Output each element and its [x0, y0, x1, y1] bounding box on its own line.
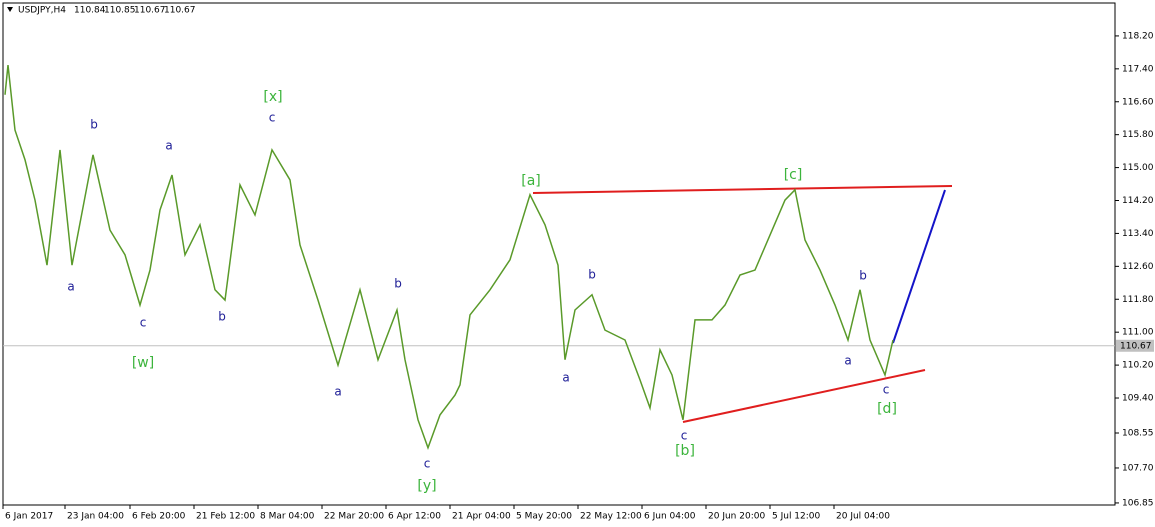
close: 110.67 — [164, 6, 196, 16]
open: 110.84 — [74, 6, 106, 16]
x-tick-label: 23 Jan 04:00 — [67, 512, 124, 522]
wave-label: c — [269, 111, 276, 125]
price-label-box — [1116, 339, 1154, 352]
y-tick-label: 112.60 — [1122, 262, 1154, 272]
low: 110.67 — [134, 6, 166, 16]
y-tick-label: 111.80 — [1122, 295, 1154, 305]
wave-label: b — [859, 269, 867, 283]
plot-frame — [2, 2, 1116, 506]
y-tick-label: 115.80 — [1122, 130, 1154, 140]
wave-label: c — [681, 429, 688, 443]
x-tick-label: 6 Jan 2017 — [5, 512, 53, 522]
wave-label: a — [67, 280, 74, 294]
wave-label: [c] — [784, 167, 803, 183]
high: 110.85 — [104, 6, 136, 16]
y-tick-label: 118.20 — [1122, 31, 1154, 41]
wave-label: b — [90, 118, 98, 132]
wave-label: b — [218, 310, 226, 324]
wave-label: b — [394, 277, 402, 291]
y-tick-label: 116.60 — [1122, 97, 1154, 107]
x-tick-label: 21 Feb 12:00 — [196, 512, 255, 522]
y-tick-label: 114.20 — [1122, 196, 1154, 206]
x-tick-label: 6 Jun 04:00 — [644, 512, 696, 522]
wave-label: a — [562, 371, 569, 385]
wave-label: a — [844, 354, 851, 368]
projection-line — [892, 189, 946, 344]
wave-label: [x] — [263, 89, 282, 105]
wave-label: [w] — [132, 355, 154, 371]
wave-label: a — [165, 139, 172, 153]
y-tick-label: 113.40 — [1122, 229, 1154, 239]
y-tick-label: 106.85 — [1122, 498, 1154, 508]
y-tick-label: 111.00 — [1122, 328, 1154, 338]
price-label: 110.67 — [1120, 341, 1152, 351]
wave-label: [d] — [877, 401, 897, 417]
x-tick-label: 6 Apr 12:00 — [388, 512, 441, 522]
wave-label: [a] — [521, 173, 541, 189]
y-tick-label: 117.40 — [1122, 64, 1154, 74]
wave-label: c — [424, 457, 431, 471]
y-tick-label: 107.70 — [1122, 463, 1154, 473]
wave-label: c — [883, 383, 890, 397]
menu-triangle — [7, 7, 13, 12]
x-tick-label: 5 May 20:00 — [516, 512, 572, 522]
wave-label: a — [334, 385, 341, 399]
x-tick-label: 6 Feb 20:00 — [132, 512, 186, 522]
y-tick-label: 109.40 — [1122, 394, 1154, 404]
wave-label: c — [140, 316, 147, 330]
y-tick-label: 108.55 — [1122, 428, 1154, 438]
trendline — [682, 369, 926, 423]
x-tick-label: 22 Mar 20:00 — [324, 512, 384, 522]
wave-label: [y] — [417, 478, 436, 494]
symbol: USDJPY,H4 — [18, 6, 66, 16]
y-tick-label: 115.00 — [1122, 163, 1154, 173]
x-tick-label: 20 Jun 20:00 — [708, 512, 765, 522]
x-tick-label: 22 May 12:00 — [580, 512, 642, 522]
y-tick-label: 110.20 — [1122, 361, 1154, 371]
price-line-series — [4, 65, 894, 451]
x-tick-label: 8 Mar 04:00 — [260, 512, 315, 522]
trendline — [532, 185, 953, 194]
x-tick-label: 20 Jul 04:00 — [836, 512, 890, 522]
wave-label: b — [588, 268, 596, 282]
x-tick-label: 5 Jul 12:00 — [772, 512, 821, 522]
x-tick-label: 21 Apr 04:00 — [452, 512, 511, 522]
wave-label: [b] — [675, 443, 695, 459]
header: USDJPY,H4 110.84 110.85 110.67 110.67 — [18, 6, 196, 16]
